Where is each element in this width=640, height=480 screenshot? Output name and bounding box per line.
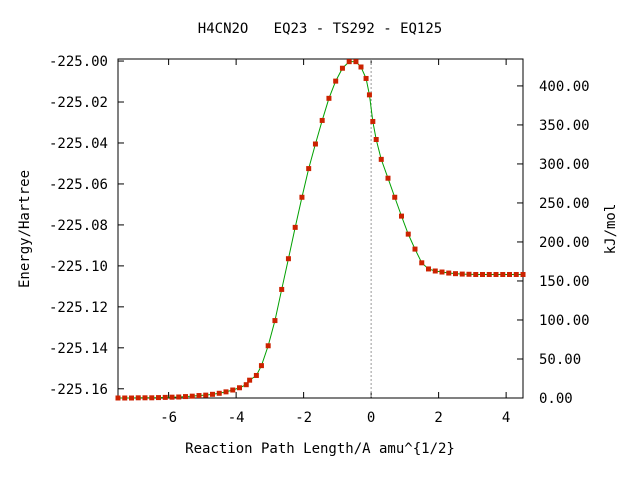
data-point [156,395,161,401]
data-point [453,271,458,277]
series-group [115,59,526,401]
data-point [306,166,312,172]
data-point [176,394,182,400]
x-axis-label: Reaction Path Length/A amu^{1/2} [185,441,455,457]
series-line [118,61,523,399]
chart-title: H4CN2O EQ23 - TS292 - EQ125 [198,21,442,37]
y-left-tick-label: -225.06 [49,177,108,193]
y-right-tick-label: 350.00 [539,118,590,134]
data-point [459,271,465,277]
data-point [385,175,391,181]
y-left-tick-label: -225.02 [49,95,108,111]
data-point [507,271,512,277]
data-point [210,391,215,397]
data-point [216,390,222,396]
data-point [346,59,352,65]
data-point [363,75,369,81]
data-point [333,78,339,84]
data-point [223,389,229,395]
y-left-tick-label: -225.14 [49,341,108,357]
data-point [292,224,298,230]
data-point [258,363,264,369]
data-point [513,271,519,277]
data-point [189,393,195,399]
y-right-axis-label: kJ/mol [603,204,619,255]
y-right-tick-label: 250.00 [539,196,590,212]
x-tick-label: -4 [228,410,245,426]
x-axis-ticks: -6 -4 -2 0 2 4 [160,59,510,426]
data-point [399,213,404,219]
data-point [426,266,431,272]
data-point [392,194,398,200]
data-point [480,271,485,277]
y-left-tick-label: -225.12 [49,300,108,316]
data-point [446,270,452,276]
data-point [115,395,121,401]
data-point [237,385,242,391]
data-point [500,271,506,277]
data-point [412,246,418,252]
x-tick-label: 4 [502,410,510,426]
y-left-axis-label: Energy/Hartree [17,170,33,288]
y-left-tick-label: -225.10 [49,259,108,275]
x-tick-label: -6 [160,410,177,426]
data-point [353,59,359,65]
data-point [486,271,492,277]
y-left-axis-ticks: -225.00 -225.02 -225.04 -225.06 -225.08 -225.… [49,54,124,398]
data-point [265,343,271,349]
data-point [339,65,345,71]
data-point [326,95,332,101]
y-left-tick-label: -225.00 [49,54,108,70]
data-point [142,395,148,401]
data-point [285,256,291,262]
data-point [378,156,384,162]
data-point [253,372,259,378]
data-point [149,395,155,401]
y-right-tick-label: 150.00 [539,274,590,290]
data-point [129,395,134,401]
data-point [373,137,379,142]
data-point [419,260,425,266]
data-point [319,117,325,123]
y-right-tick-label: 100.00 [539,313,590,329]
x-tick-label: 0 [367,410,375,426]
y-right-tick-label: 200.00 [539,235,590,251]
data-point [196,393,202,399]
y-right-tick-label: 50.00 [539,352,581,368]
data-point [230,387,236,393]
data-point [299,194,305,200]
y-right-tick-label: 400.00 [539,79,590,95]
y-left-tick-label: -225.04 [49,136,108,152]
data-point [405,231,411,237]
data-point [247,377,253,383]
data-point [183,394,188,400]
data-point [366,92,372,98]
data-point [520,271,526,277]
y-right-tick-label: 0.00 [539,391,573,407]
data-point [162,394,168,400]
data-point [473,271,479,277]
data-point [370,118,376,124]
data-point [135,395,141,401]
y-left-tick-label: -225.08 [49,218,108,234]
data-point [272,318,278,324]
x-tick-label: 2 [434,410,442,426]
data-point [169,394,175,400]
data-point [432,268,438,274]
y-left-tick-label: -225.16 [49,382,108,398]
plot-frame [117,58,524,399]
data-point [439,269,445,275]
data-point [358,64,364,70]
data-point [279,286,285,292]
data-point [493,271,499,277]
y-right-tick-label: 300.00 [539,157,590,173]
data-point [203,392,209,398]
data-point [466,271,472,277]
x-tick-label: -2 [295,410,312,426]
data-point [312,141,318,147]
data-point [243,382,249,388]
data-point [122,395,128,401]
y-right-axis-ticks: 0.00 50.00 100.00 150.00 200.00 250.00 300.00 3… [517,79,590,407]
